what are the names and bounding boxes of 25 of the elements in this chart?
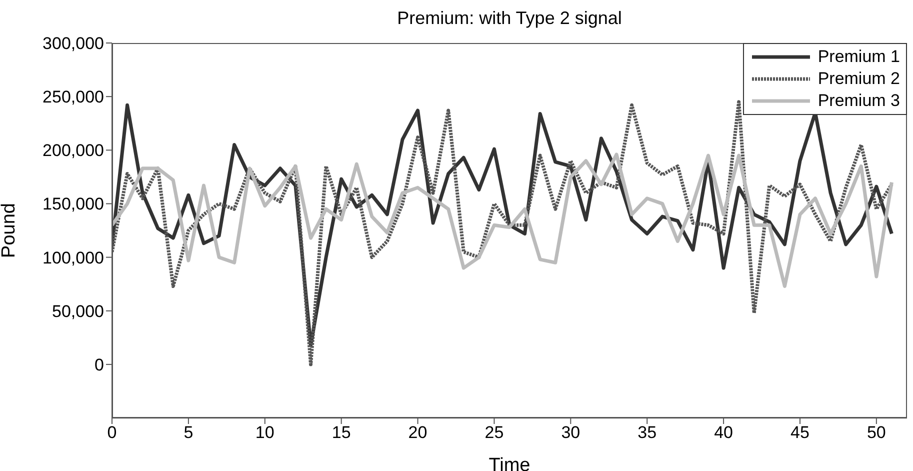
x-tick-label: 15 — [332, 423, 351, 442]
x-tick-label: 30 — [561, 423, 580, 442]
x-axis-title: Time — [488, 455, 530, 471]
y-tick-label: 100,000 — [42, 248, 104, 268]
y-axis-title: Pound — [0, 203, 20, 258]
x-tick-label: 0 — [107, 423, 117, 442]
y-tick-label: 250,000 — [42, 88, 104, 107]
x-tick-label: 45 — [790, 423, 810, 442]
y-tick-label: 150,000 — [42, 194, 104, 214]
x-tick-label: 20 — [408, 423, 428, 442]
x-tick-label: 35 — [638, 423, 657, 442]
legend-label: Premium 1 — [818, 47, 900, 67]
legend-label: Premium 3 — [818, 91, 900, 111]
y-tick-label: 300,000 — [42, 34, 104, 54]
x-tick-label: 5 — [184, 423, 194, 442]
y-tick-label: 200,000 — [42, 141, 104, 160]
line-series — [112, 152, 894, 288]
x-tick-label: 10 — [255, 423, 274, 442]
chart-title: Premium: with Type 2 signal — [396, 8, 623, 29]
y-tick-label: 50,000 — [52, 302, 104, 321]
x-tick-label: 25 — [484, 423, 504, 442]
legend-label: Premium 2 — [818, 69, 900, 89]
x-tick-label: 40 — [714, 423, 733, 442]
x-tick-label: 50 — [866, 423, 886, 442]
y-tick-label: 0 — [94, 355, 104, 374]
